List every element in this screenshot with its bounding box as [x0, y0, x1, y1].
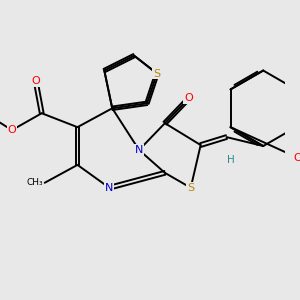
Text: O: O: [184, 93, 193, 103]
Text: O: O: [8, 125, 16, 135]
Text: S: S: [187, 183, 194, 193]
Text: S: S: [153, 68, 161, 79]
Text: O: O: [294, 153, 300, 163]
Text: O: O: [32, 76, 40, 86]
Text: N: N: [135, 145, 143, 155]
Text: N: N: [105, 183, 113, 193]
Text: CH₃: CH₃: [26, 178, 43, 187]
Text: H: H: [226, 155, 234, 165]
